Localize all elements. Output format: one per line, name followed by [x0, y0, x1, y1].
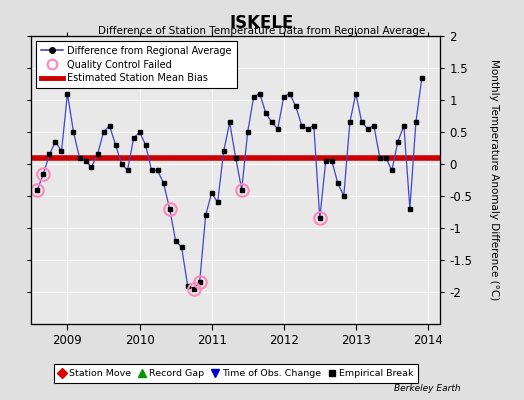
Text: ISKELE: ISKELE — [230, 14, 294, 32]
Legend: Station Move, Record Gap, Time of Obs. Change, Empirical Break: Station Move, Record Gap, Time of Obs. C… — [53, 364, 418, 383]
Y-axis label: Monthly Temperature Anomaly Difference (°C): Monthly Temperature Anomaly Difference (… — [489, 59, 499, 301]
Text: Berkeley Earth: Berkeley Earth — [395, 384, 461, 393]
Text: Difference of Station Temperature Data from Regional Average: Difference of Station Temperature Data f… — [99, 26, 425, 36]
